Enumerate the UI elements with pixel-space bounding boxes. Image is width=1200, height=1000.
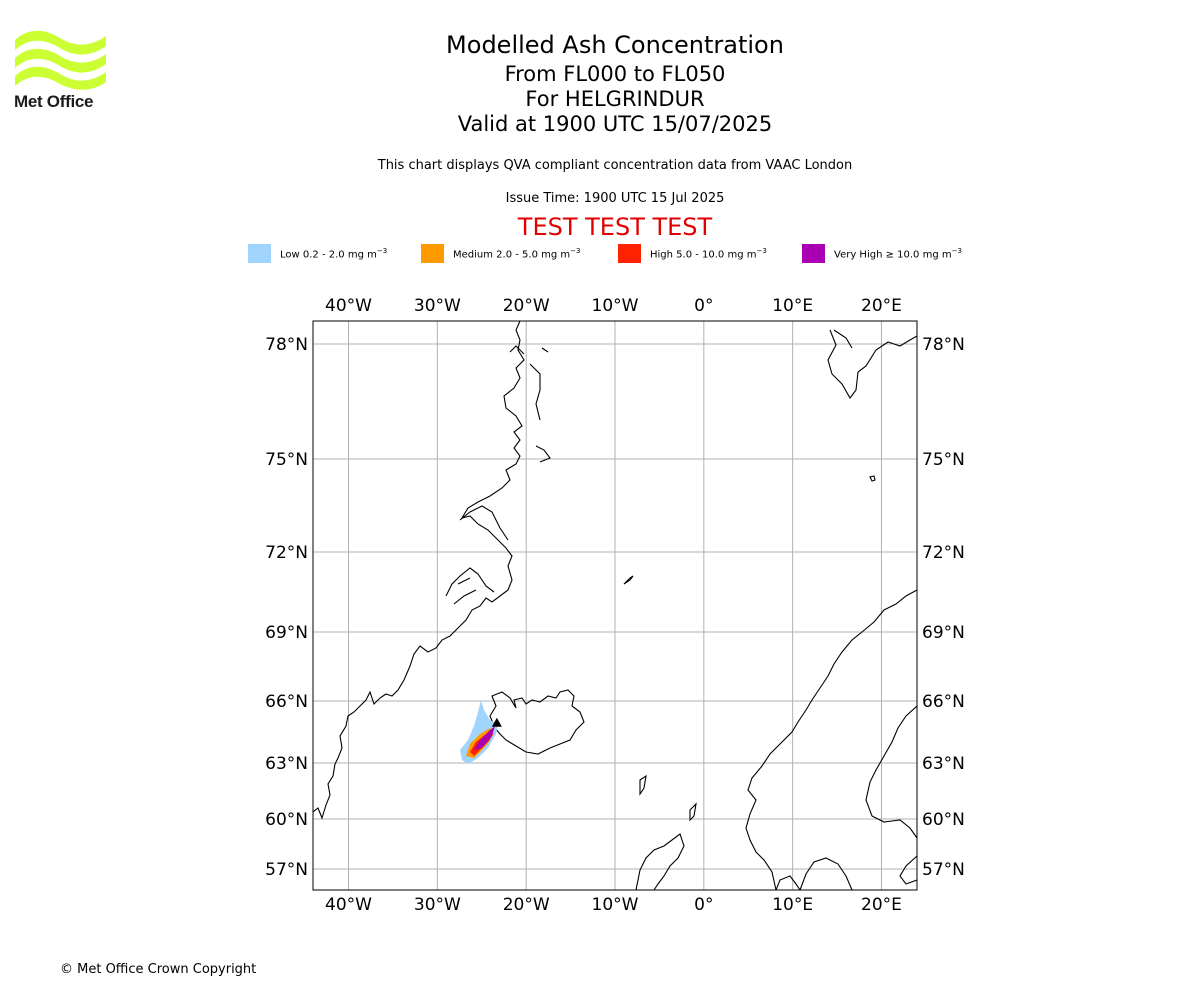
map-axis-labels: 40°W 40°W 30°W 30°W 20°W 20°W 10°W 10°W 0° 0° 10°E… (265, 296, 965, 915)
lon-tick-label-top: 20°E (861, 296, 902, 316)
ash-plume (460, 700, 498, 764)
coastline-ne-greenland (509, 345, 551, 463)
lon-tick-label-bottom: 20°W (503, 895, 550, 915)
legend-swatch-very-high (802, 244, 825, 263)
met-office-logo: Met Office (14, 30, 110, 114)
coastline-denmark (775, 875, 801, 890)
lon-tick-label-bottom: 10°W (592, 895, 639, 915)
ash-very-high-region (474, 726, 495, 750)
map-frame (312, 320, 918, 891)
coastline-iceland (489, 689, 585, 755)
coastline-shetland (689, 802, 697, 822)
legend-swatch-medium (421, 244, 444, 263)
lon-tick-label-top: 0° (694, 296, 713, 316)
copyright-notice: © Met Office Crown Copyright (60, 962, 257, 977)
legend-label-low: Low 0.2 - 2.0 mg m (280, 249, 377, 261)
legend-swatch-high (618, 244, 641, 263)
met-office-waves-icon (15, 30, 106, 90)
flight-level-range: From FL000 to FL050 (504, 62, 726, 86)
lat-tick-label-left: 75°N (265, 450, 308, 470)
lon-tick-label-top: 20°W (503, 296, 550, 316)
lon-tick-label-bottom: 30°W (414, 895, 461, 915)
lat-tick-label-right: 75°N (922, 450, 965, 470)
lat-tick-label-left: 57°N (265, 860, 308, 880)
volcano-marker-icon (491, 717, 502, 727)
lon-tick-label-bottom: 0° (694, 895, 713, 915)
coastline-scoresby (445, 567, 495, 605)
lon-tick-label-bottom: 40°W (325, 895, 372, 915)
coastline-kongoscar (459, 505, 509, 541)
lat-tick-label-right: 66°N (922, 692, 965, 712)
test-banner: TEST TEST TEST (517, 213, 713, 241)
lat-tick-label-left: 78°N (265, 335, 308, 355)
valid-time: Valid at 1900 UTC 15/07/2025 (457, 112, 773, 136)
lat-tick-label-right: 69°N (922, 623, 965, 643)
lat-tick-label-left: 66°N (265, 692, 308, 712)
coastline-faroe (639, 774, 647, 796)
lat-tick-label-right: 60°N (922, 810, 965, 830)
lon-tick-label-bottom: 20°E (861, 895, 902, 915)
chart-title: Modelled Ash Concentration (446, 31, 784, 59)
legend-swatch-low (248, 244, 271, 263)
lat-tick-label-right: 57°N (922, 860, 965, 880)
map-gridlines (313, 321, 917, 890)
chart-description: This chart displays QVA compliant concen… (377, 158, 853, 173)
lon-tick-label-bottom: 10°E (772, 895, 813, 915)
coastline-norway (745, 589, 917, 890)
lon-tick-label-top: 10°E (772, 296, 813, 316)
coastline-baltic (799, 705, 917, 890)
lat-tick-label-right: 63°N (922, 754, 965, 774)
coastline-svalbard (827, 329, 917, 399)
coastline-scotland (635, 833, 685, 890)
lon-tick-label-top: 10°W (592, 296, 639, 316)
logo-text: Met Office (14, 92, 94, 111)
lat-tick-label-left: 63°N (265, 754, 308, 774)
coastline-jan-mayen (623, 575, 634, 585)
lat-tick-label-right: 78°N (922, 335, 965, 355)
legend-label-medium: Medium 2.0 - 5.0 mg m (453, 249, 571, 261)
legend-label-very-high: Very High ≥ 10.0 mg m (834, 249, 952, 261)
issue-time: Issue Time: 1900 UTC 15 Jul 2025 (505, 191, 725, 206)
coastline-greenland (313, 321, 525, 820)
coastlines (313, 321, 917, 890)
chart-titles: Modelled Ash Concentration From FL000 to… (0, 28, 1200, 137)
volcano-name: For HELGRINDUR (525, 87, 705, 111)
lon-tick-label-top: 30°W (414, 296, 461, 316)
legend-label-high: High 5.0 - 10.0 mg m (650, 249, 757, 261)
coastline-finland (899, 855, 917, 885)
lon-tick-label-top: 40°W (325, 296, 372, 316)
lat-tick-label-left: 72°N (265, 543, 308, 563)
lat-tick-label-right: 72°N (922, 543, 965, 563)
lat-tick-label-left: 60°N (265, 810, 308, 830)
lat-tick-label-left: 69°N (265, 623, 308, 643)
coastline-bear-island (869, 475, 876, 482)
